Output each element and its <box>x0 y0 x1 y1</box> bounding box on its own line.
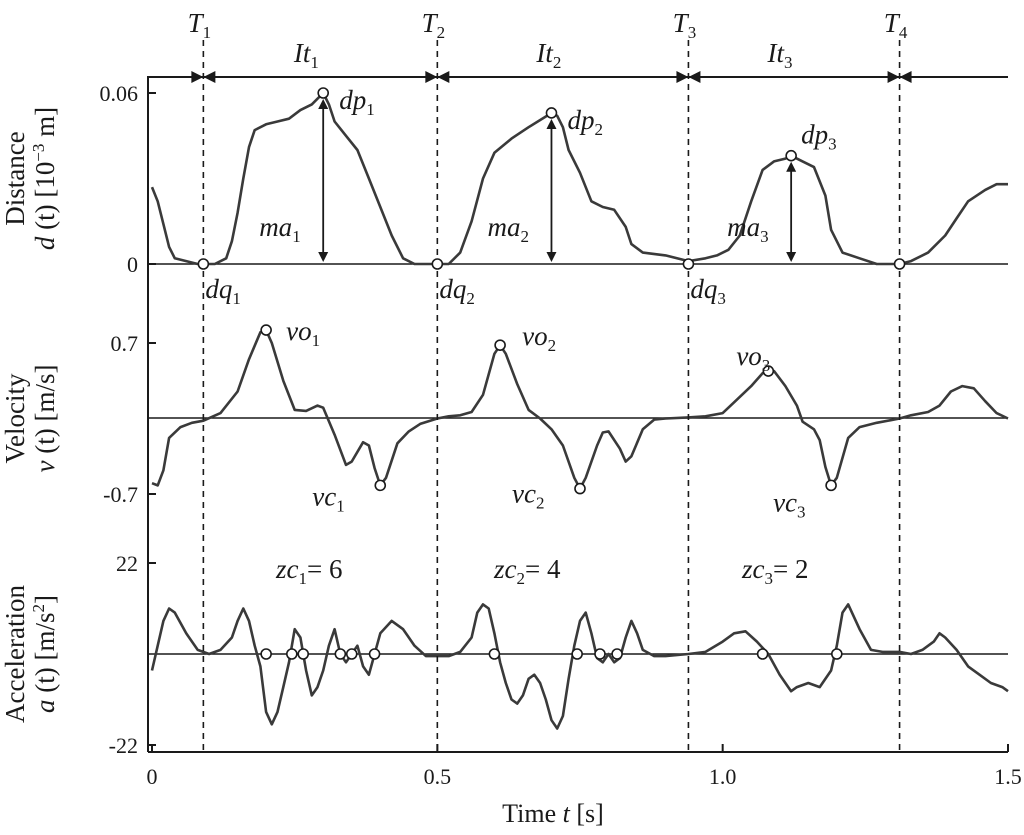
trough-label: dq2 <box>439 274 475 308</box>
zero-crossing-marker <box>611 648 623 660</box>
boundaries: T1 T2 T3 T4 It1 It2 It3 <box>188 8 912 752</box>
x-tick-label: 0.5 <box>424 764 452 789</box>
trough-marker <box>893 258 906 270</box>
y-axis-label: Distance <box>0 131 30 225</box>
x-axis-label: Time t [s] <box>502 799 604 828</box>
trough-marker <box>431 258 444 270</box>
velocity-min-marker <box>374 479 387 492</box>
velocity-min-label: vc3 <box>773 487 805 521</box>
y-axis-label: Acceleration <box>0 585 30 723</box>
y-tick-label: 0.06 <box>100 81 139 106</box>
axes: 0 0.5 1.0 1.5 Time t [s] <box>147 76 1022 828</box>
labels: ma1 ma2 ma3 dp1 dp2 dp3 dq1 dq2 dq3 vo1 vo2 vo3 vc1 v… <box>197 85 906 660</box>
boundary-label: T1 <box>188 8 212 42</box>
y-tick-label: -22 <box>109 733 138 758</box>
interval-arrow-head <box>887 71 900 83</box>
zero-crossing-marker <box>594 648 606 660</box>
y-axis-label-units: v (t) [m/s] <box>30 365 60 473</box>
trough-label: dq3 <box>690 274 726 308</box>
velocity-min-label: vc1 <box>312 481 344 515</box>
interval-arrow-head <box>688 71 701 83</box>
boundary-label: T4 <box>884 8 908 42</box>
y-tick-label: -0.7 <box>103 482 138 507</box>
interval-arrow-head <box>191 71 204 83</box>
zero-crossing-marker <box>488 648 501 660</box>
zero-crossing-marker <box>368 648 381 660</box>
velocity-max-label: vo2 <box>522 321 556 355</box>
zero-crossing-count: zc1= 6 <box>275 554 342 588</box>
velocity-max-marker <box>260 324 272 336</box>
trough-label: dq1 <box>205 274 241 308</box>
x-tick-label: 1.0 <box>709 764 737 789</box>
y-axis-label: Velocity <box>0 373 30 463</box>
velocity-min-marker <box>825 479 837 492</box>
y-tick-label: 0 <box>127 252 138 277</box>
trough-marker <box>682 258 695 270</box>
velocity-max-label: vo1 <box>286 316 320 350</box>
peak-marker <box>545 107 558 119</box>
amplitude-label: ma1 <box>259 212 301 246</box>
interval-label: It3 <box>767 38 793 72</box>
zero-crossing-marker <box>345 648 358 660</box>
amplitude-label: ma2 <box>487 212 529 246</box>
interval-arrow-head <box>899 71 912 83</box>
velocity-max-marker <box>494 339 506 351</box>
amplitude-arrow-head <box>546 252 557 262</box>
x-tick-label: 1.5 <box>994 764 1022 789</box>
y-axis-label-units: a (t) [m/s2] <box>29 595 60 713</box>
y-tick-label: 22 <box>116 551 138 576</box>
velocity-max-marker <box>762 365 775 377</box>
velocity-min-label: vc2 <box>512 479 544 513</box>
interval-arrow-head <box>425 71 438 83</box>
amplitude-label: ma3 <box>727 212 769 246</box>
zero-crossing-marker <box>756 648 769 660</box>
acceleration-series-line <box>150 603 1009 730</box>
zero-crossing-count: zc3= 2 <box>741 554 808 588</box>
boundary-label: T2 <box>422 8 446 42</box>
zero-crossing-marker <box>260 648 272 660</box>
amplitude-arrow-head <box>786 252 797 262</box>
zero-crossing-marker <box>571 648 583 660</box>
interval-label: It2 <box>535 38 561 72</box>
trough-marker <box>197 258 210 270</box>
amplitude-arrow-head <box>786 161 797 172</box>
peak-label: dp3 <box>801 120 837 154</box>
peak-label: dp1 <box>339 85 375 119</box>
velocity-series-line <box>151 328 1009 490</box>
interval-arrow-head <box>676 71 689 83</box>
y-tick-label: 0.7 <box>111 331 139 356</box>
zero-crossing-marker <box>830 648 843 660</box>
amplitude-arrow-head <box>318 99 329 109</box>
interval-label: It1 <box>293 38 319 72</box>
peak-label: dp2 <box>567 105 603 139</box>
peak-marker <box>785 149 797 162</box>
velocity-min-marker <box>574 482 586 495</box>
zero-crossing-count: zc2= 4 <box>493 554 561 588</box>
zero-crossing-marker <box>286 648 298 660</box>
boundary-label: T3 <box>673 8 697 42</box>
interval-arrow-head <box>203 71 216 83</box>
x-tick-label: 0 <box>147 764 158 789</box>
peak-marker <box>317 87 330 99</box>
zero-crossing-marker <box>297 648 310 660</box>
y-axis-label-units: d (t) [10−3 m] <box>29 107 60 250</box>
interval-arrow-head <box>437 71 450 83</box>
zero-crossing-marker <box>334 648 347 660</box>
acceleration-panel: 22 -22 Acceleration a (t) [m/s2] <box>0 551 1009 758</box>
velocity-max-label: vo3 <box>736 341 770 375</box>
amplitude-arrow-head <box>318 252 329 262</box>
amplitude-arrow-head <box>546 118 557 129</box>
